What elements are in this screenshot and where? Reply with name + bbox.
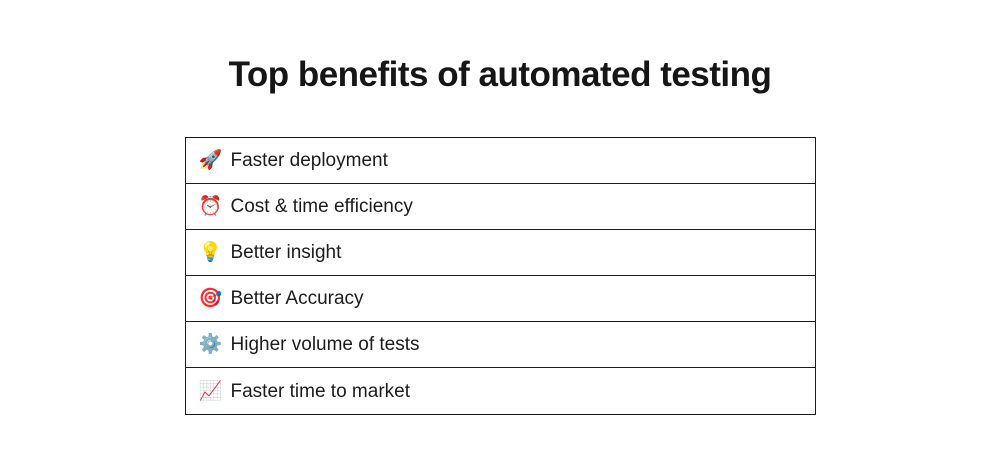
benefit-row: 🎯 Better Accuracy xyxy=(185,276,815,322)
benefit-row: ⏰ Cost & time efficiency xyxy=(185,184,815,230)
benefit-row: ⚙️ Higher volume of tests xyxy=(185,322,815,368)
alarm-clock-icon: ⏰ xyxy=(198,196,223,217)
gear-icon: ⚙️ xyxy=(198,334,223,355)
benefit-row: 💡 Better insight xyxy=(185,230,815,276)
benefit-label: Better insight xyxy=(230,242,342,263)
benefit-row: 📈 Faster time to market xyxy=(186,368,815,414)
target-icon: 🎯 xyxy=(198,288,223,309)
benefit-row: 🚀 Faster deployment xyxy=(185,138,815,184)
benefit-label: Cost & time efficiency xyxy=(230,196,413,217)
rocket-icon: 🚀 xyxy=(198,150,223,171)
benefit-label: Faster deployment xyxy=(230,150,388,171)
page-title: Top benefits of automated testing xyxy=(228,55,772,94)
chart-increasing-icon: 📈 xyxy=(198,380,223,402)
light-bulb-icon: 💡 xyxy=(198,242,223,263)
benefit-label: Faster time to market xyxy=(230,380,411,402)
benefit-label: Higher volume of tests xyxy=(230,334,420,355)
benefit-label: Better Accuracy xyxy=(230,288,364,309)
benefits-table: 🚀 Faster deployment ⏰ Cost & time effici… xyxy=(184,137,816,415)
